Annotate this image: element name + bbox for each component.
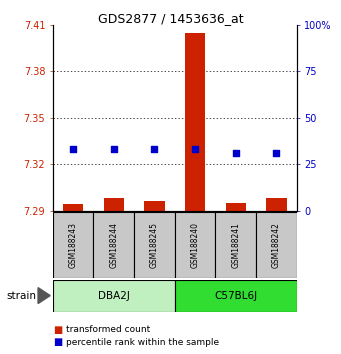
Polygon shape [38, 287, 50, 304]
Text: GSM188245: GSM188245 [150, 222, 159, 268]
Text: GSM188243: GSM188243 [69, 222, 78, 268]
Bar [225, 203, 246, 211]
Bar [104, 198, 124, 211]
Bar [185, 33, 205, 211]
Bar [63, 204, 83, 211]
Bar [175, 212, 216, 278]
Bar [266, 198, 286, 211]
Text: DBA2J: DBA2J [98, 291, 130, 301]
Bar [175, 280, 297, 312]
Text: GSM188242: GSM188242 [272, 222, 281, 268]
Point [233, 150, 238, 156]
Text: percentile rank within the sample: percentile rank within the sample [66, 338, 220, 347]
Text: C57BL6J: C57BL6J [214, 291, 257, 301]
Text: GSM188240: GSM188240 [191, 222, 199, 268]
Bar [53, 212, 93, 278]
Bar [256, 212, 297, 278]
Bar [216, 212, 256, 278]
Text: strain: strain [7, 291, 37, 301]
Text: GSM188241: GSM188241 [231, 222, 240, 268]
Bar [93, 212, 134, 278]
Text: transformed count: transformed count [66, 325, 151, 335]
Point [192, 147, 198, 152]
Bar [144, 201, 165, 211]
Point [71, 147, 76, 152]
Bar [134, 212, 175, 278]
Text: ■: ■ [53, 325, 62, 335]
Text: GDS2877 / 1453636_at: GDS2877 / 1453636_at [98, 12, 243, 25]
Bar [53, 280, 175, 312]
Text: GSM188244: GSM188244 [109, 222, 118, 268]
Point [152, 147, 157, 152]
Text: ■: ■ [53, 337, 62, 347]
Point [273, 150, 279, 156]
Point [111, 147, 117, 152]
